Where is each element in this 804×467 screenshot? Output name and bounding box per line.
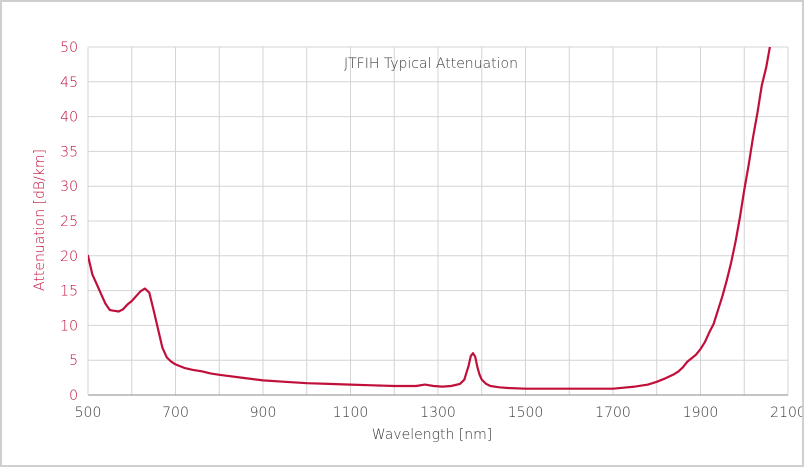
y-tick-label: 50 bbox=[60, 40, 78, 56]
x-tick-label: 1900 bbox=[683, 405, 719, 421]
y-tick-label: 15 bbox=[60, 284, 78, 300]
y-tick-label: 45 bbox=[60, 75, 78, 91]
grid-layer bbox=[88, 46, 789, 395]
axis-layer bbox=[87, 47, 788, 396]
x-tick-label: 700 bbox=[162, 405, 189, 421]
x-tick-label: 2100 bbox=[770, 405, 802, 421]
y-tick-label: 10 bbox=[60, 318, 78, 334]
chart-title: JTFIH Typical Attenuation bbox=[344, 56, 518, 72]
y-tick-label: 25 bbox=[60, 214, 78, 230]
x-tick-label: 900 bbox=[250, 405, 277, 421]
x-tick-label: 1100 bbox=[333, 405, 369, 421]
y-tick-label: 30 bbox=[60, 179, 78, 195]
y-tick-label: 35 bbox=[60, 144, 78, 160]
x-axis-title: Wavelength [nm] bbox=[372, 427, 492, 443]
y-tick-label: 0 bbox=[69, 388, 78, 404]
y-tick-label: 5 bbox=[69, 353, 78, 369]
y-axis-title: Attenuation [dB/km] bbox=[32, 149, 48, 291]
x-tick-label: 500 bbox=[75, 405, 102, 421]
x-tick-label: 1700 bbox=[595, 405, 631, 421]
x-tick-label: 1300 bbox=[420, 405, 456, 421]
series-layer bbox=[88, 47, 771, 390]
attenuation-series-line bbox=[88, 47, 771, 390]
tick-layer: 500 700 900 1100 1300 1500 1700 1900 2100 0 5 10 15 2… bbox=[60, 40, 802, 421]
y-tick-label: 40 bbox=[60, 110, 78, 126]
y-tick-label: 20 bbox=[60, 249, 78, 265]
x-tick-label: 1500 bbox=[508, 405, 544, 421]
